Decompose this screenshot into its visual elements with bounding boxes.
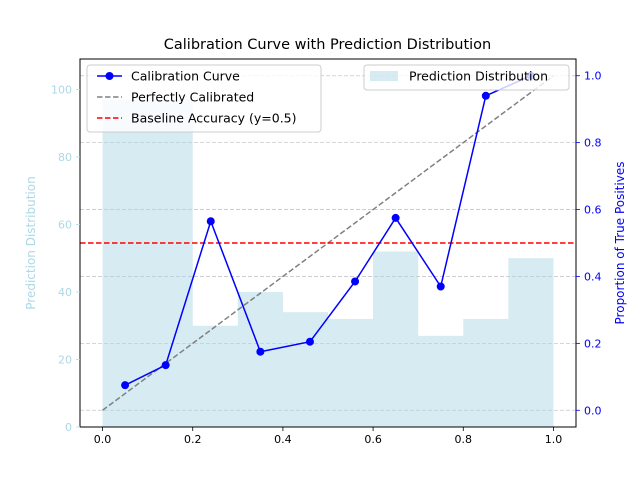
y-right-tick-label: 0.0 [584,404,602,417]
histogram-bar [147,99,193,427]
y-left-tick-label: 80 [58,151,72,164]
y-left-tick-label: 20 [58,353,72,366]
legend-label: Calibration Curve [131,69,240,84]
calibration-point [305,337,314,346]
y-axis-right-label: Proportion of True Positives [613,162,627,325]
legend-label: Baseline Accuracy (y=0.5) [131,111,297,126]
calibration-point [391,213,400,222]
histogram-bar [328,318,374,427]
calibration-point [436,282,445,291]
y-left-tick-label: 100 [51,83,72,96]
legend-entry-prediction-distribution: Prediction Distribution [370,69,548,84]
calibration-point [256,347,265,356]
legend-right: Prediction Distribution [363,64,570,91]
legend-left: Calibration Curve Perfectly Calibrated B… [86,64,322,133]
legend-label: Prediction Distribution [409,69,548,84]
y-right-tick-label: 0.4 [584,270,602,283]
histogram-bar [237,291,283,427]
histogram-bar [418,335,464,427]
legend-entry-perfectly-calibrated: Perfectly Calibrated [97,90,254,105]
calibration-point [351,277,360,286]
histogram-bars [102,99,554,427]
histogram-bar [102,99,148,427]
x-tick-label: 0.6 [364,433,382,446]
x-tick-label: 1.0 [545,433,563,446]
calibration-point [206,217,215,226]
calibration-curve-line [124,75,532,386]
y-right-tick-label: 0.2 [584,337,602,350]
legend-entry-calibration-curve: Calibration Curve [97,69,240,84]
calibration-point [481,91,490,100]
y-left-tick-label: 40 [58,286,72,299]
y-right-tick-label: 1.0 [584,70,602,83]
histogram-bar [282,312,328,427]
x-tick-label: 0.4 [274,433,292,446]
y-right-tick-label: 0.6 [584,204,602,217]
legend-label: Perfectly Calibrated [131,90,254,105]
y-right-tick-label: 0.8 [584,137,602,150]
y-axis-right: 0.0 0.2 0.4 0.6 0.8 1.0 [576,70,602,417]
plot-frame [79,58,577,428]
calibration-point [161,361,170,370]
x-axis: 0.0 0.2 0.4 0.6 0.8 1.0 [94,427,562,446]
series-lines [80,71,576,411]
histogram-bar [463,318,509,427]
calibration-point [121,381,130,390]
x-tick-label: 0.0 [94,433,112,446]
histogram-bar [508,258,554,427]
y-left-tick-label: 0 [65,421,72,434]
y-axis-left: 0 20 40 60 80 100 [51,83,80,434]
y-left-tick-label: 60 [58,218,72,231]
histogram-bar [373,251,419,427]
chart-title: Calibration Curve with Prediction Distri… [164,37,492,53]
legend-entry-baseline-accuracy: Baseline Accuracy (y=0.5) [97,111,297,126]
x-tick-label: 0.8 [455,433,473,446]
x-tick-label: 0.2 [184,433,202,446]
y-axis-left-label: Prediction Distribution [24,176,38,309]
histogram-bar [192,325,238,427]
